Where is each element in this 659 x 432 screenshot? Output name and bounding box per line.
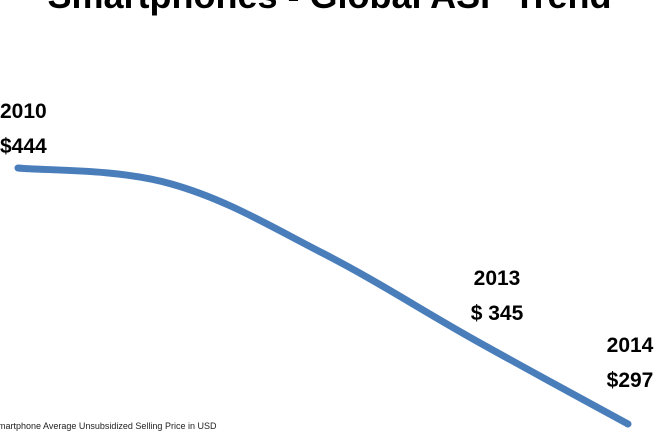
chart-footnote: Smartphone Average Unsubsidized Selling … [0, 421, 217, 431]
data-label-year-2010: 2010 [0, 100, 47, 123]
data-labels: 2010 $444 2013 $ 345 2014 $297 [0, 100, 654, 392]
data-label-value-2013: $ 345 [471, 302, 524, 325]
data-label-value-2010: $444 [0, 135, 47, 158]
data-label-value-2014: $297 [607, 369, 654, 392]
data-label-year-2014: 2014 [607, 334, 654, 357]
series-line [14, 164, 632, 428]
data-label-year-2013: 2013 [474, 267, 521, 290]
chart-title: Smartphones - Global ASP Trend [0, 0, 659, 19]
